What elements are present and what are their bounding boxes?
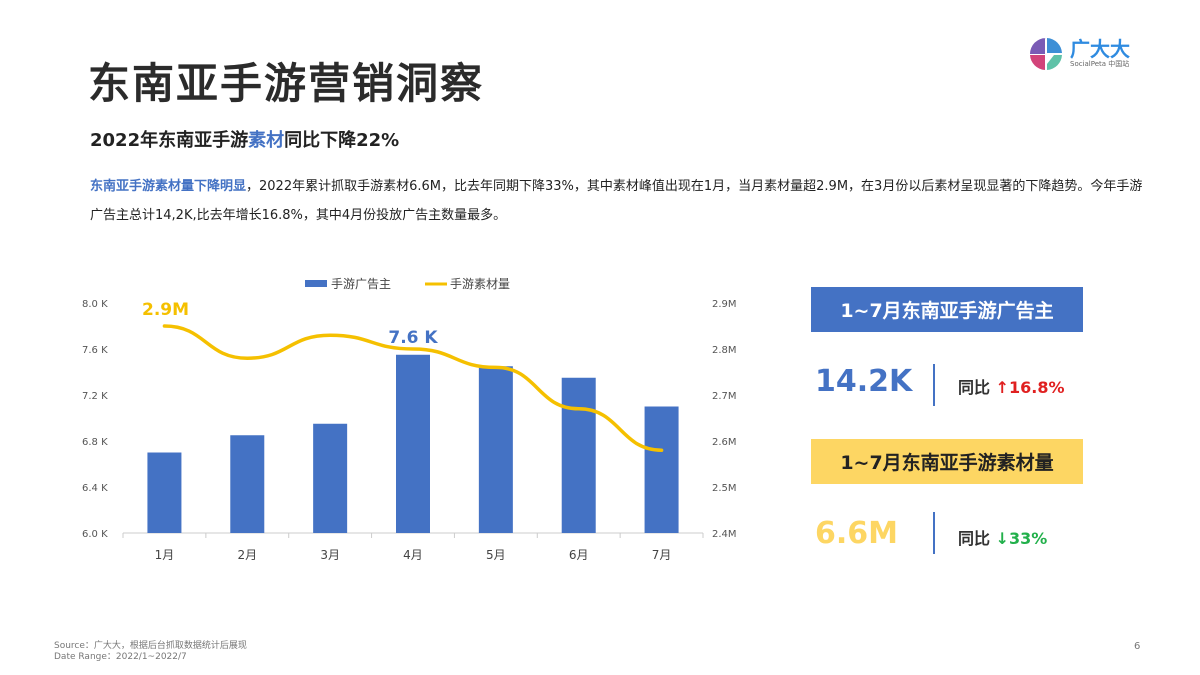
left-axis-tick: 6.4 K <box>82 483 108 494</box>
arrow-down-icon: ↓ <box>995 529 1009 548</box>
logo: 广大大 SocialPeta 中国站 <box>1028 36 1130 72</box>
bar-1月 <box>147 452 182 533</box>
divider <box>933 364 935 406</box>
yoy-value: 33% <box>1009 529 1048 548</box>
bar-7月 <box>644 406 679 533</box>
x-axis-label: 3月 <box>320 548 340 562</box>
bar-2月 <box>230 435 265 533</box>
creatives-yoy: 同比 ↓33% <box>958 525 1047 549</box>
creatives-value: 6.6M <box>815 516 898 551</box>
x-axis-label: 2月 <box>237 548 257 562</box>
logo-icon <box>1030 38 1062 70</box>
subtitle-prefix: 2022年东南亚手游 <box>90 130 249 151</box>
source-note: Source：广大大，根据后台抓取数据统计后展现 <box>54 641 247 651</box>
left-axis-tick: 6.8 K <box>82 437 108 448</box>
legend-swatch-bar <box>305 280 327 287</box>
bar-3月 <box>313 423 348 533</box>
left-axis-tick: 8.0 K <box>82 299 108 310</box>
paragraph-text: ，2022年累计抓取手游素材6.6M，比去年同期下降33%，其中素材峰值出现在1… <box>90 179 1143 223</box>
x-axis-label: 6月 <box>569 548 589 562</box>
bar-5月 <box>478 366 513 533</box>
footer: Source：广大大，根据后台抓取数据统计后展现 Date Range：2022/… <box>54 641 247 663</box>
right-axis-tick: 2.6M <box>712 437 737 448</box>
right-axis-tick: 2.8M <box>712 345 737 356</box>
x-axis-label: 1月 <box>155 548 175 562</box>
subtitle-highlight: 素材 <box>248 130 285 151</box>
left-axis-tick: 7.2 K <box>82 391 108 402</box>
right-axis-tick: 2.9M <box>712 299 737 310</box>
subtitle-suffix: 同比下降22% <box>284 130 400 151</box>
paragraph-highlight: 东南亚手游素材量下降明显 <box>90 179 247 194</box>
x-axis-label: 7月 <box>652 548 672 562</box>
bar-6月 <box>561 377 596 533</box>
chart: 手游广告主 手游素材量 6.0 K 6.4 K 6.8 K 7.2 K 7.6 K 8.0 K… <box>82 277 737 562</box>
bar-4月 <box>396 354 430 533</box>
subtitle: 2022年东南亚手游素材同比下降22% <box>90 126 399 152</box>
advertisers-value: 14.2K <box>815 364 913 399</box>
arrow-up-icon: ↑ <box>995 378 1009 397</box>
summary-paragraph: 东南亚手游素材量下降明显，2022年累计抓取手游素材6.6M，比去年同期下降33… <box>90 172 1150 230</box>
annotation-peak-creatives: 2.9M <box>142 300 189 320</box>
annotation-peak-advertisers: 7.6 K <box>388 328 438 348</box>
yoy-label: 同比 <box>958 529 991 548</box>
date-range: Date Range：2022/1~2022/7 <box>54 652 187 662</box>
logo-sub: SocialPeta 中国站 <box>1070 60 1130 68</box>
logo-name: 广大大 <box>1070 37 1130 61</box>
advertisers-label-box: 1~7月东南亚手游广告主 <box>811 287 1083 332</box>
advertisers-yoy: 同比 ↑16.8% <box>958 374 1065 398</box>
x-axis-label: 4月 <box>403 548 423 562</box>
legend-label-line: 手游素材量 <box>450 277 510 291</box>
page-title: 东南亚手游营销洞察 <box>88 59 485 108</box>
yoy-value: 16.8% <box>1009 378 1065 397</box>
creatives-label-box: 1~7月东南亚手游素材量 <box>811 439 1083 484</box>
right-axis-tick: 2.4M <box>712 529 737 540</box>
legend-label-bar: 手游广告主 <box>331 277 391 291</box>
divider <box>933 512 935 554</box>
right-axis-tick: 2.5M <box>712 483 737 494</box>
left-axis-tick: 6.0 K <box>82 529 108 540</box>
left-axis-tick: 7.6 K <box>82 345 108 356</box>
x-axis-label: 5月 <box>486 548 506 562</box>
page-number: 6 <box>1134 641 1141 652</box>
right-axis-tick: 2.7M <box>712 391 737 402</box>
yoy-label: 同比 <box>958 378 991 397</box>
